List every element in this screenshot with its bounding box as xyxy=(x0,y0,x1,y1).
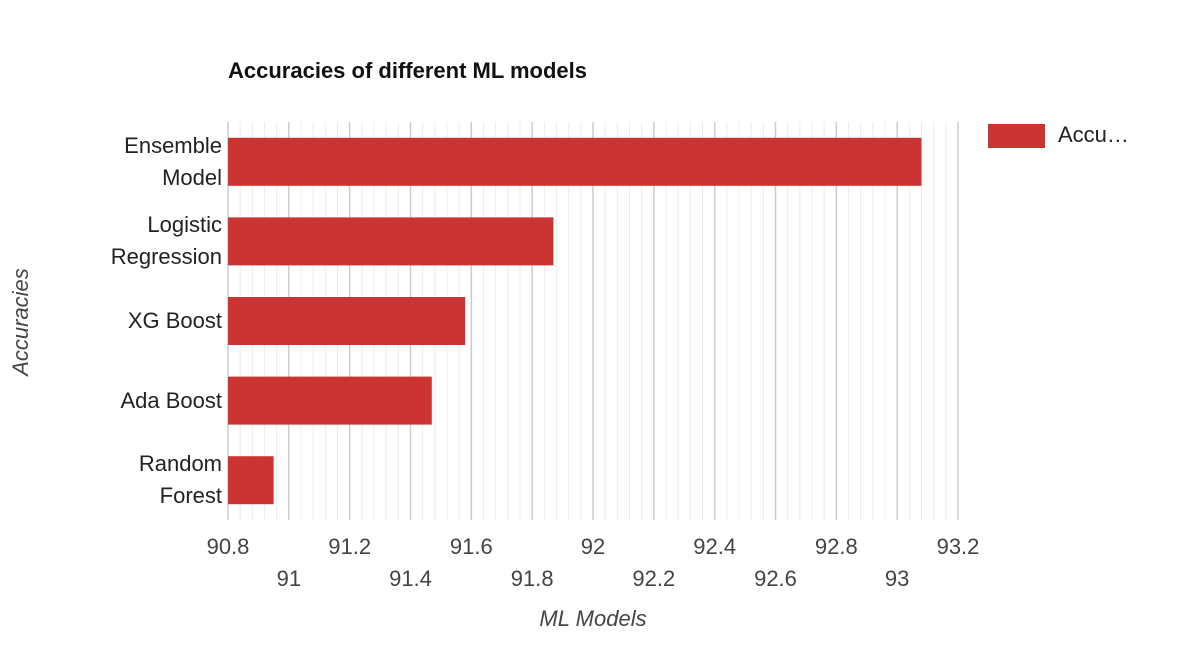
y-tick-label: Ensemble Model xyxy=(124,132,222,190)
x-tick-label: 92.6 xyxy=(754,566,797,591)
legend-label: Accu… xyxy=(1058,122,1129,147)
legend-swatch xyxy=(988,124,1045,148)
y-tick-label: Random Forest xyxy=(138,451,222,509)
bar xyxy=(228,297,466,345)
x-tick-label: 91.8 xyxy=(511,566,554,591)
x-tick-label: 91 xyxy=(277,566,301,591)
bar xyxy=(228,376,432,425)
y-axis-label: Accuracies xyxy=(8,268,33,378)
bar xyxy=(228,137,922,186)
x-tick-label: 92.8 xyxy=(815,534,858,559)
x-tick-label: 93 xyxy=(885,566,909,591)
y-tick-label: Logistic Regression xyxy=(110,212,222,270)
x-tick-label: 92.4 xyxy=(693,534,736,559)
x-axis-label: ML Models xyxy=(539,606,646,631)
x-tick-label: 92 xyxy=(581,534,605,559)
x-tick-label: 91.2 xyxy=(328,534,371,559)
y-tick-label: XG Boost xyxy=(127,308,222,333)
x-tick-label: 92.2 xyxy=(632,566,675,591)
chart-title: Accuracies of different ML models xyxy=(228,58,587,83)
x-tick-label: 91.4 xyxy=(389,566,432,591)
y-tick-label: Ada Boost xyxy=(120,387,222,413)
x-tick-label: 93.2 xyxy=(937,534,980,559)
bar xyxy=(228,456,274,505)
bar xyxy=(228,217,554,266)
x-tick-label: 90.8 xyxy=(207,534,250,559)
x-tick-label: 91.6 xyxy=(450,534,493,559)
